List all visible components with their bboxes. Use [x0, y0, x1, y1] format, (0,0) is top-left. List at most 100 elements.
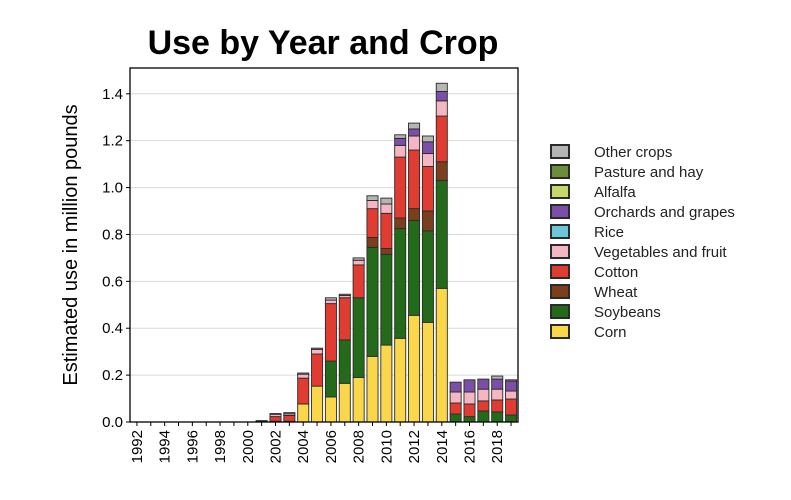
bar-segment [477, 400, 490, 412]
bar-segment [463, 403, 476, 418]
bar-segment [366, 355, 379, 423]
bar-segment [324, 297, 337, 301]
bar-segment [435, 287, 448, 423]
legend-label: Alfalfa [594, 184, 636, 201]
bar-segment [421, 141, 434, 155]
legend-swatch [550, 304, 570, 319]
bar-segment [491, 375, 504, 380]
legend-label: Vegetables and fruit [594, 244, 727, 261]
x-tick-label: 2016 [462, 430, 479, 463]
bar-segment [449, 381, 462, 393]
y-tick-label: 0.6 [102, 273, 123, 290]
bar-segment [505, 414, 518, 423]
bar-segment [380, 253, 393, 346]
bar-segment [380, 203, 393, 214]
bar-segment [505, 379, 518, 382]
bar-segment [352, 264, 365, 299]
bar-segment [435, 161, 448, 181]
legend-swatch [550, 244, 570, 259]
bar-segment [324, 396, 337, 423]
x-tick-label: 2012 [406, 430, 423, 463]
bar-segment [324, 360, 337, 398]
legend-label: Soybeans [594, 304, 661, 321]
bar-segment [491, 399, 504, 413]
y-tick-label: 0.2 [102, 367, 123, 384]
bar-segment [421, 230, 434, 323]
bar-segment [297, 372, 310, 375]
y-axis-label: Estimated use in million pounds [60, 104, 82, 385]
bar-segment [338, 382, 351, 423]
y-tick-label: 0.4 [102, 320, 123, 337]
bar-segment [491, 378, 504, 390]
bar-segment [463, 416, 476, 423]
y-tick-label: 0.8 [102, 226, 123, 243]
bar-segment [311, 353, 324, 387]
bar-segment [421, 210, 434, 232]
bar-segment [408, 219, 421, 316]
bar-segment [380, 248, 393, 255]
bar-segment [283, 414, 296, 422]
bar-segment [394, 134, 407, 139]
bar-segment [352, 257, 365, 261]
bar-segment [324, 303, 337, 362]
plot-frame [129, 67, 519, 423]
bar-segment [477, 410, 490, 423]
bar-segment [394, 144, 407, 158]
bar-segment [435, 115, 448, 163]
x-tick-label: 2002 [268, 430, 285, 463]
x-tick-label: 1996 [184, 430, 201, 463]
bar-segment [366, 200, 379, 210]
bar-segment [311, 348, 324, 355]
bar-segment [394, 337, 407, 423]
bar-segment [338, 297, 351, 341]
bar-segment [352, 377, 365, 423]
bar-segment [408, 122, 421, 130]
y-tick-label: 0.0 [102, 414, 123, 431]
legend-label: Cotton [594, 264, 638, 281]
legend-label: Orchards and grapes [594, 204, 735, 221]
bar-segment [435, 90, 448, 102]
y-tick-label: 1.4 [102, 86, 123, 103]
bar-segment [366, 208, 379, 238]
bar-segment [338, 339, 351, 384]
legend-swatch [550, 324, 570, 339]
bar-segment [394, 217, 407, 230]
bar-segment [311, 385, 324, 423]
bar-segment [269, 416, 282, 422]
bar-segment [366, 237, 379, 248]
legend-label: Corn [594, 324, 627, 341]
bar-segment [421, 321, 434, 423]
x-tick-label: 2000 [240, 430, 257, 463]
bar-segment [505, 380, 518, 392]
bar-segment [491, 411, 504, 423]
bar-segment [380, 212, 393, 249]
legend-swatch [550, 264, 570, 279]
bar-segment [408, 135, 421, 151]
legend-swatch [550, 184, 570, 199]
x-tick-label: 2010 [378, 430, 395, 463]
legend-label: Rice [594, 224, 624, 241]
bar-segment [394, 137, 407, 146]
bar-segment [421, 166, 434, 212]
x-tick-label: 2004 [295, 430, 312, 463]
bar-segment [352, 259, 365, 266]
bar-segment [505, 390, 518, 400]
bar-segment [505, 398, 518, 416]
bar-segment [283, 412, 296, 415]
bar-segment [366, 246, 379, 357]
legend-swatch [550, 284, 570, 299]
bar-segment [449, 402, 462, 415]
bar-segment [338, 293, 351, 296]
bar-segment [449, 391, 462, 404]
legend-label: Other crops [594, 144, 672, 161]
legend-swatch [550, 224, 570, 239]
legend-swatch [550, 144, 570, 159]
bar-segment [352, 297, 365, 378]
x-tick-label: 1994 [157, 430, 174, 463]
bar-segment [421, 153, 434, 167]
bar-segment [269, 413, 282, 415]
chart-title: Use by Year and Crop [148, 24, 499, 62]
x-tick-label: 2006 [323, 430, 340, 463]
bar-segment [435, 180, 448, 289]
bar-segment [435, 82, 448, 92]
